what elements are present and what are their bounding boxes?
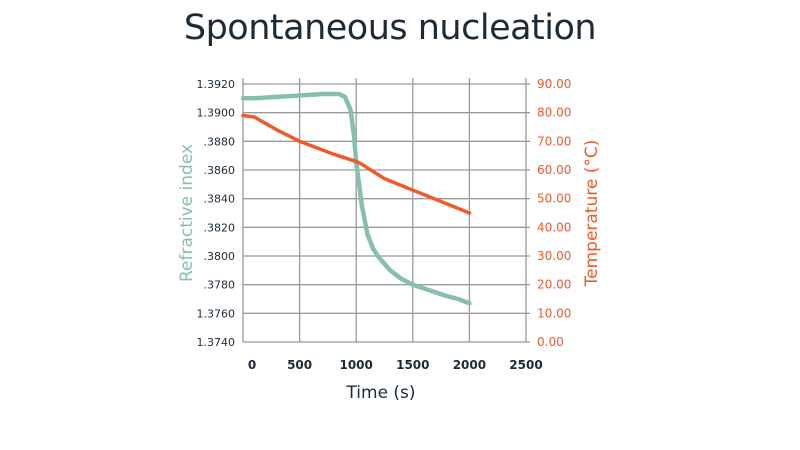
x-tick-label: 1500 bbox=[396, 358, 429, 372]
x-tick-label: 2500 bbox=[509, 358, 542, 372]
y2-tick-label: 80.00 bbox=[537, 106, 571, 120]
tick-labels: 1.3740 0.00 1.3760 10.00 .3780 20.00 .3800 30.0… bbox=[197, 77, 572, 372]
grid bbox=[242, 78, 530, 343]
y2-tick-label: 90.00 bbox=[537, 77, 571, 91]
x-tick-label: 2000 bbox=[453, 358, 486, 372]
y-tick-label: .3800 bbox=[204, 250, 236, 263]
y-tick-label: .3840 bbox=[204, 193, 236, 206]
x-axis-label: Time (s) bbox=[345, 383, 415, 403]
y-tick-label: .3880 bbox=[204, 135, 236, 148]
series-layer bbox=[240, 91, 472, 306]
y2-tick-label: 40.00 bbox=[537, 220, 571, 234]
y2-tick-label: 50.00 bbox=[537, 192, 571, 206]
y2-axis-label: Temperature (°C) bbox=[582, 140, 602, 288]
x-tick-label: 500 bbox=[287, 358, 312, 372]
y-tick-label: 1.3920 bbox=[197, 78, 236, 91]
chart-title: Spontaneous nucleation bbox=[183, 8, 597, 48]
x-tick-label: 1000 bbox=[339, 358, 372, 372]
y-tick-label: .3780 bbox=[204, 279, 236, 292]
y-tick-label: 1.3740 bbox=[197, 336, 236, 349]
y2-tick-label: 0.00 bbox=[537, 335, 564, 349]
y2-tick-label: 30.00 bbox=[537, 249, 571, 263]
x-tick-label: 0 bbox=[248, 358, 256, 372]
y-tick-label: 1.3900 bbox=[197, 107, 236, 120]
y-tick-label: .3820 bbox=[204, 221, 236, 234]
y2-tick-label: 60.00 bbox=[537, 163, 571, 177]
y2-tick-label: 20.00 bbox=[537, 278, 571, 292]
y-tick-label: .3860 bbox=[204, 164, 236, 177]
y-tick-label: 1.3760 bbox=[197, 307, 236, 320]
y-axis-label: Refractive index bbox=[177, 144, 197, 282]
y2-tick-label: 70.00 bbox=[537, 134, 571, 148]
y2-tick-label: 10.00 bbox=[537, 306, 571, 320]
